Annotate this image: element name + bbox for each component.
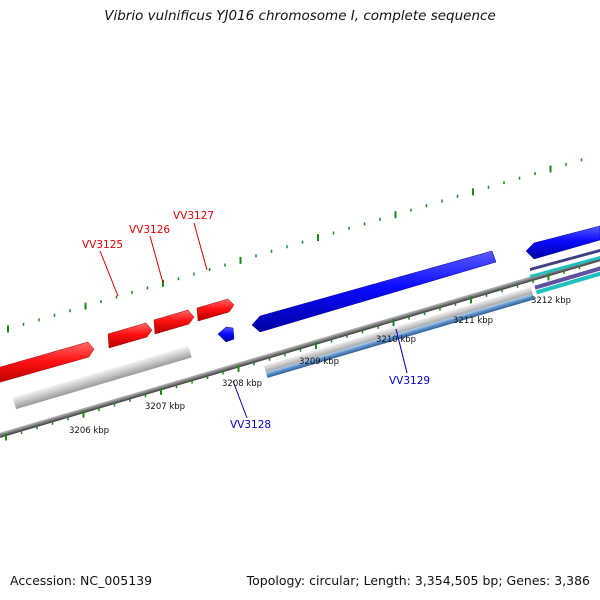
forward-label-leaders — [99, 222, 208, 297]
scale-label: 3207 kbp — [145, 402, 185, 412]
scale-label: 3206 kbp — [69, 426, 109, 436]
scale-label: 3212 kbp — [531, 296, 571, 306]
map-title: Vibrio vulnificus YJ016 chromosome I, co… — [104, 8, 496, 24]
gene-arrow-forward[interactable] — [153, 309, 195, 335]
leader-line — [395, 328, 408, 374]
gene-arrow-forward[interactable] — [0, 341, 95, 385]
scale-label: 3211 kbp — [453, 316, 493, 326]
cds-reverse-track — [530, 249, 600, 271]
gene-label[interactable]: VV3126 — [129, 224, 170, 236]
backbone — [0, 160, 600, 443]
leader-line — [149, 235, 164, 284]
cds-reverse-track — [263, 286, 533, 374]
cds-reverse-track — [535, 245, 600, 295]
cds-reverse-track — [530, 256, 600, 278]
cds-reverse-track — [534, 240, 600, 290]
reverse-gene-arrows — [217, 225, 600, 343]
tick-track-top — [7, 158, 583, 333]
gene-arrow-forward[interactable] — [196, 298, 235, 322]
gene-label[interactable]: VV3127 — [173, 210, 214, 222]
gene-arrow-reverse[interactable] — [217, 326, 235, 343]
scale-label: 3208 kbp — [222, 379, 262, 389]
leader-line — [232, 380, 248, 419]
tick-track-bottom — [5, 266, 581, 441]
gene-label[interactable]: VV3128 — [230, 419, 271, 431]
gene-arrow-reverse[interactable] — [525, 225, 600, 260]
reverse-label-leaders — [232, 328, 408, 419]
gene-arrow-reverse[interactable] — [251, 250, 497, 333]
gene-arrow-forward[interactable] — [107, 322, 153, 349]
gene-label[interactable]: VV3125 — [82, 239, 123, 251]
accession-text: Accession: NC_005139 — [10, 573, 153, 588]
leader-line — [193, 222, 208, 271]
cds-forward-track — [12, 345, 192, 410]
gene-label[interactable]: VV3129 — [389, 375, 430, 387]
scale-label: 3209 kbp — [299, 357, 339, 367]
forward-gene-arrows — [0, 298, 235, 385]
leader-line — [99, 250, 119, 297]
cds-reverse-track — [265, 293, 535, 378]
scale-label: 3210 kbp — [376, 335, 416, 345]
summary-text: Topology: circular; Length: 3,354,505 bp… — [246, 573, 590, 588]
